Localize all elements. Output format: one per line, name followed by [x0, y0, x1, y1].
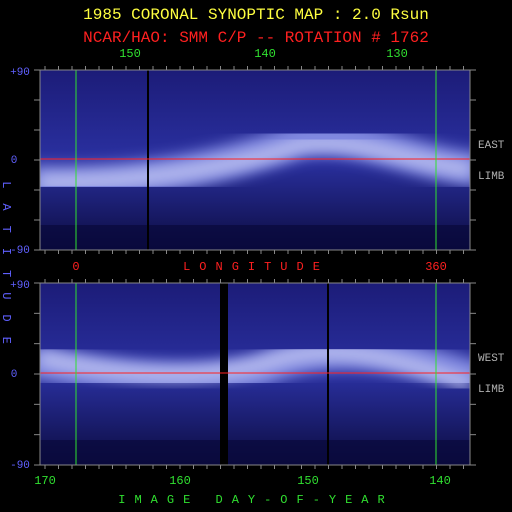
- side-label: LIMB: [478, 171, 505, 183]
- title: 1985 CORONAL SYNOPTIC MAP : 2.0 Rsun: [83, 6, 429, 24]
- y-tick-label: +90: [10, 67, 30, 79]
- y-tick-label: -90: [10, 245, 30, 257]
- y-axis-label: LATITUDE: [0, 181, 13, 359]
- x-tick-label: 360: [425, 260, 447, 274]
- side-label: LIMB: [478, 384, 505, 396]
- x-tick-label: 140: [429, 474, 451, 488]
- side-label: EAST: [478, 140, 505, 152]
- x-tick-label: 150: [297, 474, 319, 488]
- y-tick-label: -90: [10, 460, 30, 472]
- side-label: WEST: [478, 353, 505, 365]
- tick-marks: [34, 66, 476, 469]
- x-tick-label: 160: [169, 474, 191, 488]
- x-tick-label: 0: [72, 260, 79, 274]
- y-tick-label: 0: [11, 369, 18, 381]
- x-tick-label: 150: [119, 47, 141, 61]
- x-tick-label: 170: [34, 474, 56, 488]
- bottom-map: [40, 283, 470, 465]
- x-tick-label: 130: [386, 47, 408, 61]
- axis-label: LONGITUDE: [183, 260, 329, 274]
- top-map: [40, 70, 470, 250]
- subtitle: NCAR/HAO: SMM C/P -- ROTATION # 1762: [83, 29, 429, 47]
- y-tick-label: 0: [11, 155, 18, 167]
- axis-label: IMAGE DAY-OF-YEAR: [118, 493, 393, 507]
- x-tick-label: 140: [254, 47, 276, 61]
- y-tick-label: +90: [10, 280, 30, 292]
